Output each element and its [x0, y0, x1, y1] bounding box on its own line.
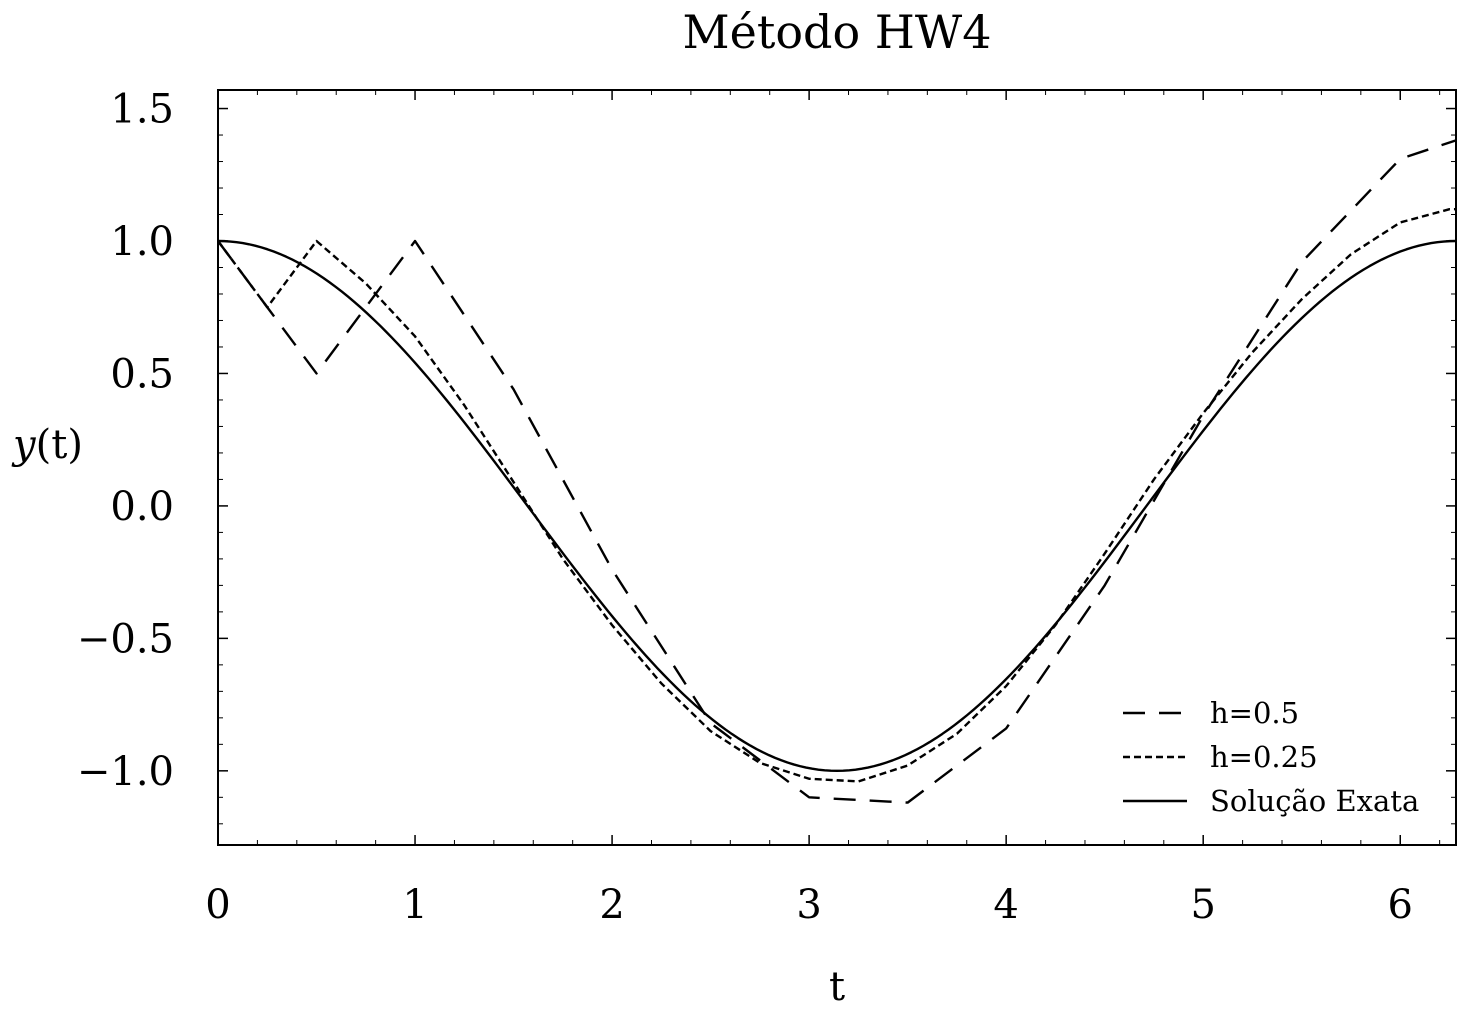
axis-ticks — [217, 90, 1456, 845]
x-tick-label: 4 — [993, 882, 1018, 928]
y-tick-label: 0.0 — [110, 484, 174, 530]
series-line-1 — [217, 139, 1457, 804]
y-tick-labels: 1.5 1.0 0.5 0.0 −0.5 −1.0 — [77, 87, 174, 795]
x-axis-label: t — [829, 964, 845, 1010]
plot-frame — [217, 89, 1457, 846]
y-tick-label: −1.0 — [77, 749, 174, 795]
y-tick-label: 1.5 — [110, 87, 174, 133]
x-tick-labels: 0 1 2 3 4 5 6 — [205, 882, 1413, 928]
chart-title: Método HW4 — [683, 5, 992, 59]
y-tick-label: −0.5 — [77, 616, 174, 662]
legend-label: h=0.5 — [1210, 696, 1299, 730]
legend-label: Solução Exata — [1210, 784, 1419, 818]
series-line-3 — [217, 239, 1457, 773]
y-axis-label-arg: (t) — [36, 422, 83, 468]
y-tick-label: 1.0 — [110, 219, 174, 265]
series-line-2 — [217, 208, 1456, 783]
legend-label: h=0.25 — [1210, 740, 1318, 774]
x-tick-label: 6 — [1388, 882, 1413, 928]
y-axis-label: y(t) — [11, 422, 83, 468]
legend: h=0.5 h=0.25 Solução Exata — [1123, 696, 1419, 818]
x-tick-label: 3 — [796, 882, 821, 928]
x-tick-label: 5 — [1190, 882, 1215, 928]
x-tick-label: 1 — [402, 882, 427, 928]
y-tick-label: 0.5 — [110, 351, 174, 397]
x-tick-label: 0 — [205, 882, 230, 928]
x-tick-label: 2 — [599, 882, 624, 928]
y-axis-label-var: y — [11, 422, 37, 468]
series-lines — [217, 139, 1457, 804]
